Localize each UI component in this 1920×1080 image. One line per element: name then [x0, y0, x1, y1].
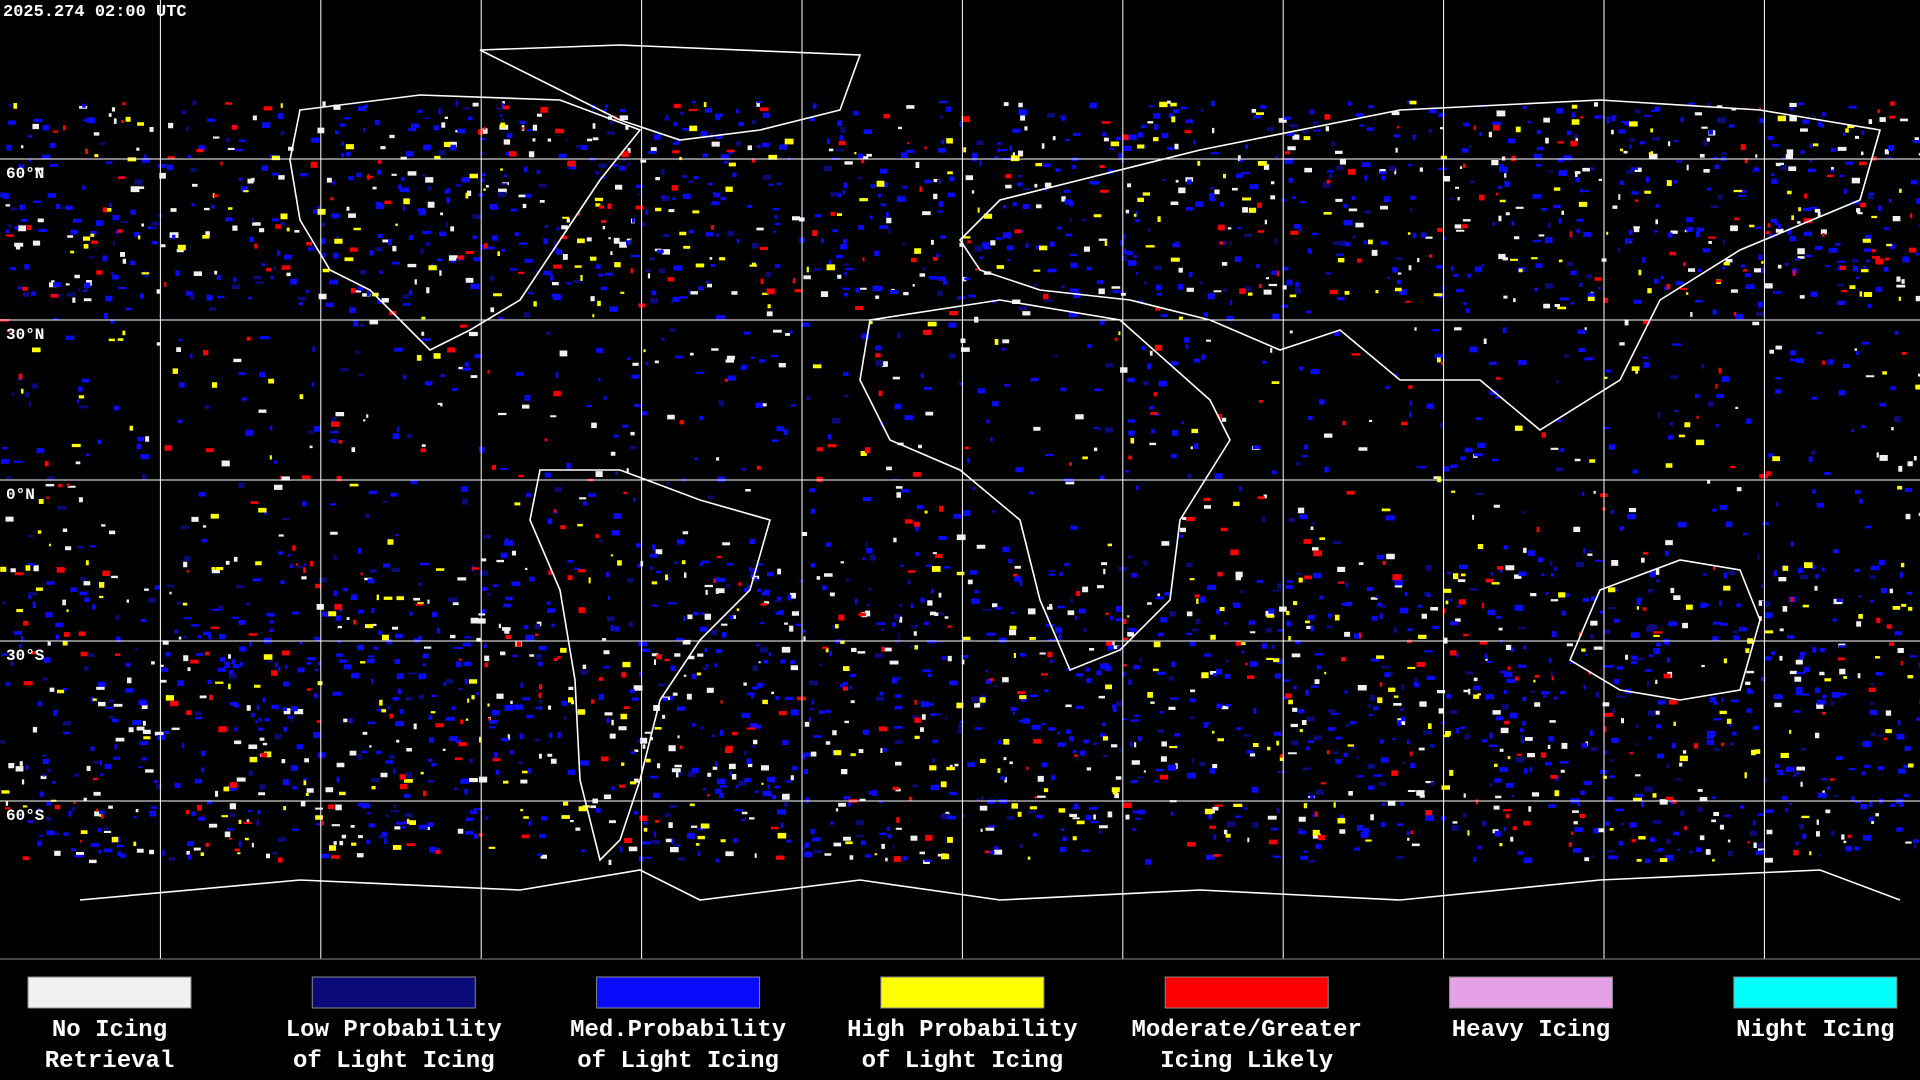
legend-swatch	[1449, 976, 1613, 1009]
legend-item: Low Probability of Light Icing	[286, 976, 502, 1075]
legend-label: Heavy Icing	[1452, 1017, 1610, 1044]
legend-label: Med.Probability	[570, 1017, 786, 1044]
legend-item: High Probability of Light Icing	[847, 976, 1078, 1075]
legend-item: Med.Probability of Light Icing	[570, 976, 786, 1075]
legend: No Icing Retrieval Low Probability of Light…	[27, 976, 1898, 1075]
graticule	[0, 0, 1920, 960]
legend-item: Night Icing	[1733, 976, 1898, 1044]
coastline-australia	[1568, 559, 1761, 701]
coastlines	[79, 44, 1901, 901]
latitude-labels: 60°N 30°N 0°N 30°S 60°S	[6, 165, 45, 825]
latitude-label: 30°S	[6, 647, 45, 665]
legend-label: Night Icing	[1736, 1017, 1894, 1044]
legend-label: Icing Likely	[1160, 1048, 1333, 1075]
coastline-greenland	[479, 44, 862, 141]
latitude-label: 30°N	[6, 326, 44, 344]
legend-item: Heavy Icing	[1449, 976, 1613, 1044]
legend-label: High Probability	[847, 1017, 1077, 1044]
legend-label: No Icing	[52, 1017, 167, 1044]
latitude-label: 0°N	[6, 486, 35, 504]
legend-label: Low Probability	[286, 1017, 502, 1044]
coastline-eurasia	[958, 99, 1882, 431]
coastline-antarctica	[79, 869, 1901, 901]
legend-label: of Light Icing	[293, 1048, 495, 1075]
legend-swatch	[1164, 976, 1329, 1009]
legend-item: Moderate/Greater Icing Likely	[1131, 976, 1362, 1075]
timestamp: 2025.274 02:00 UTC	[3, 3, 187, 22]
legend-label: of Light Icing	[577, 1048, 779, 1075]
coastline-africa	[859, 299, 1231, 672]
legend-swatch	[27, 976, 192, 1009]
coastline-south-america	[529, 469, 771, 862]
legend-label: of Light Icing	[862, 1048, 1064, 1075]
legend-swatch	[311, 976, 476, 1009]
legend-label: Retrieval	[45, 1048, 175, 1075]
legend-label: Moderate/Greater	[1131, 1017, 1361, 1044]
legend-swatch	[1733, 976, 1898, 1009]
coastline-north-america	[289, 94, 642, 351]
latitude-label: 60°N	[6, 165, 44, 183]
legend-swatch	[880, 976, 1045, 1009]
legend-item: No Icing Retrieval	[27, 976, 192, 1075]
legend-swatch	[596, 976, 761, 1009]
latitude-label: 60°S	[6, 807, 45, 825]
